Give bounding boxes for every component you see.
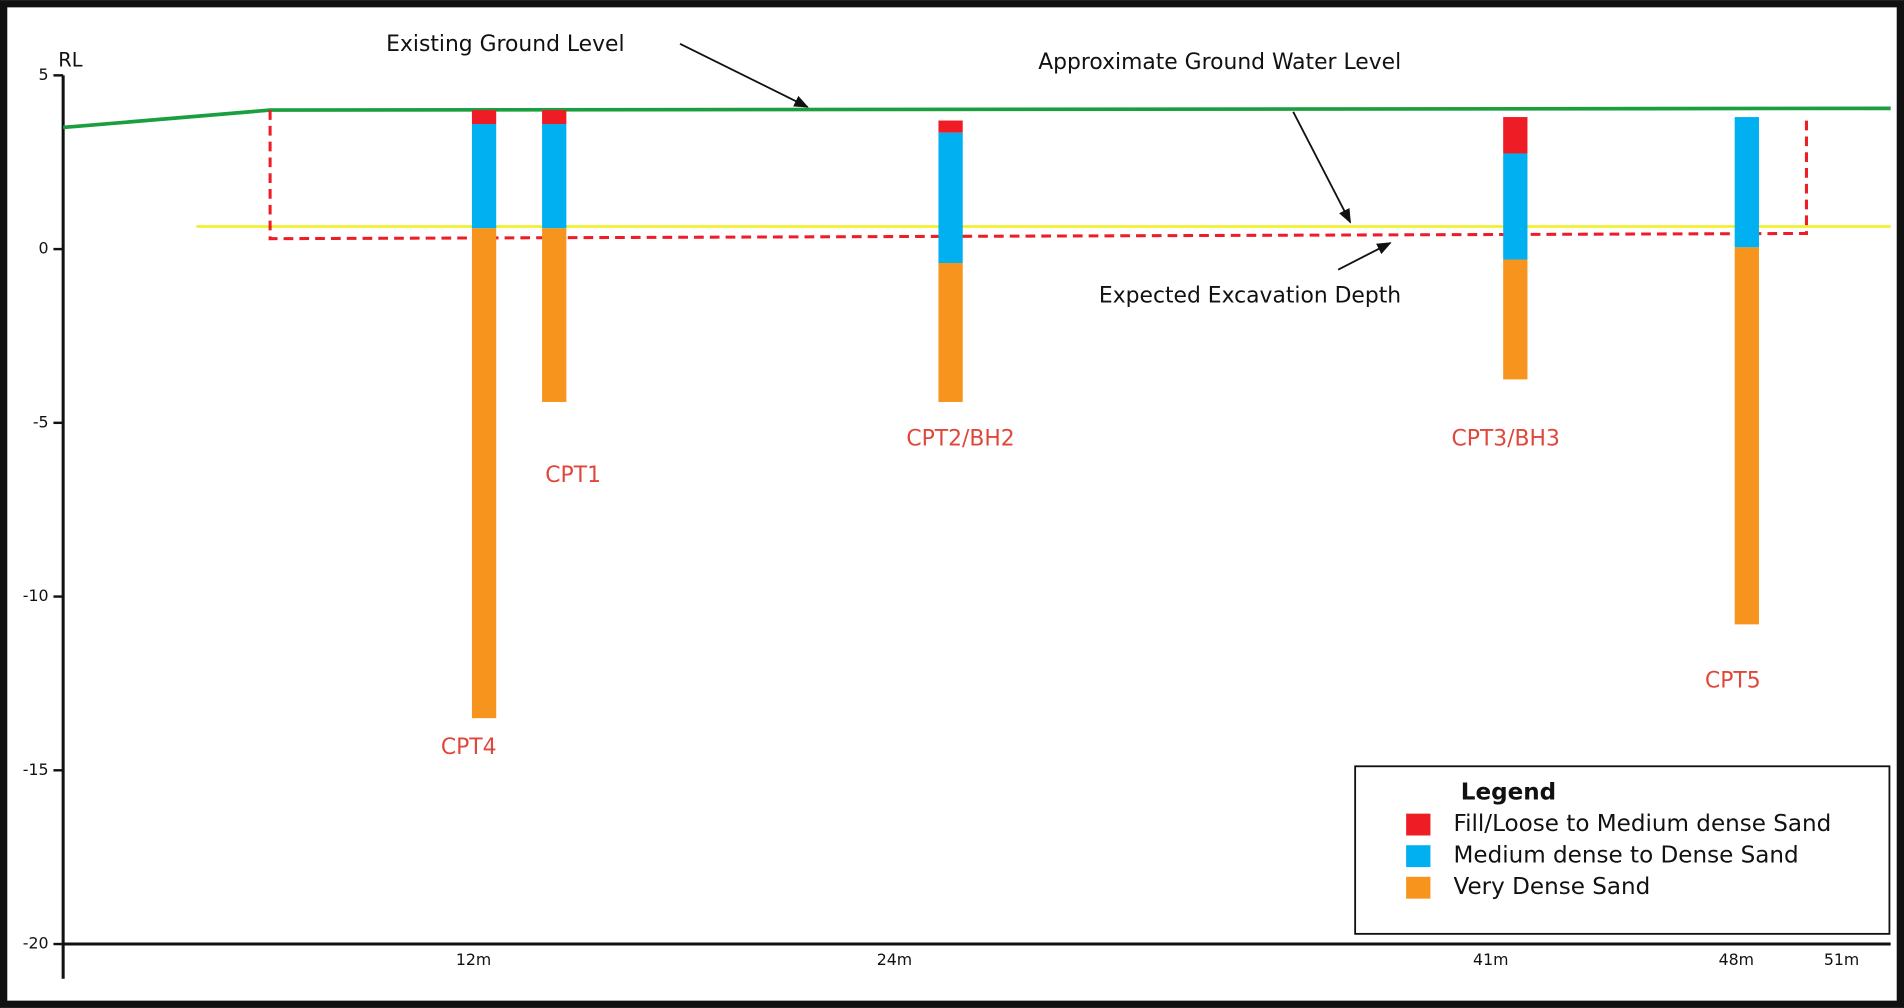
legend-swatch	[1406, 813, 1431, 836]
annotation-arrow	[1337, 242, 1392, 271]
layer	[1503, 117, 1528, 154]
legend-swatch	[1406, 876, 1431, 899]
x-tick-label: 51m	[1824, 950, 1859, 969]
x-tick-label: 41m	[1473, 950, 1508, 969]
y-axis-label: RL	[58, 48, 82, 71]
x-tick-label: 24m	[877, 950, 912, 969]
layer	[542, 110, 567, 125]
layer	[1503, 259, 1528, 380]
line-0	[62, 106, 1891, 130]
annotation: Existing Ground Level	[386, 32, 624, 57]
legend-swatch	[1406, 845, 1431, 868]
borehole-label: CPT4	[441, 735, 497, 760]
layer	[471, 110, 497, 125]
annotation-arrow	[1292, 111, 1352, 224]
x-tick-label: 48m	[1719, 950, 1754, 969]
y-tick-label: 5	[39, 65, 49, 84]
annotation: Expected Excavation Depth	[1099, 283, 1401, 308]
layer	[1734, 117, 1759, 248]
legend-label: Very Dense Sand	[1454, 874, 1651, 900]
line-2	[268, 110, 1808, 241]
annotation: Approximate Ground Water Level	[1038, 50, 1401, 75]
y-tick-label: -15	[23, 760, 49, 779]
borehole-label: CPT5	[1705, 668, 1761, 693]
y-tick-label: -10	[23, 586, 49, 605]
layer	[938, 262, 963, 402]
layer	[938, 120, 963, 133]
layer	[542, 124, 567, 229]
borehole-label: CPT1	[545, 463, 601, 488]
legend-label: Fill/Loose to Medium dense Sand	[1454, 811, 1832, 837]
legend-box	[1354, 765, 1891, 935]
layer	[542, 228, 567, 402]
x-tick-label: 12m	[456, 950, 491, 969]
borehole-label: CPT2/BH2	[906, 427, 1014, 452]
legend-title: Legend	[1461, 780, 1556, 806]
annotation-arrow	[679, 42, 809, 108]
layer	[471, 124, 497, 229]
layer	[1734, 247, 1759, 625]
layer	[938, 132, 963, 263]
legend-label: Medium dense to Dense Sand	[1454, 843, 1799, 869]
layer	[1503, 153, 1528, 260]
y-tick-label: 0	[39, 239, 49, 258]
borehole-label: CPT3/BH3	[1452, 427, 1560, 452]
y-tick-label: -20	[23, 934, 49, 953]
y-tick-label: -5	[33, 412, 49, 431]
layer	[471, 228, 497, 719]
